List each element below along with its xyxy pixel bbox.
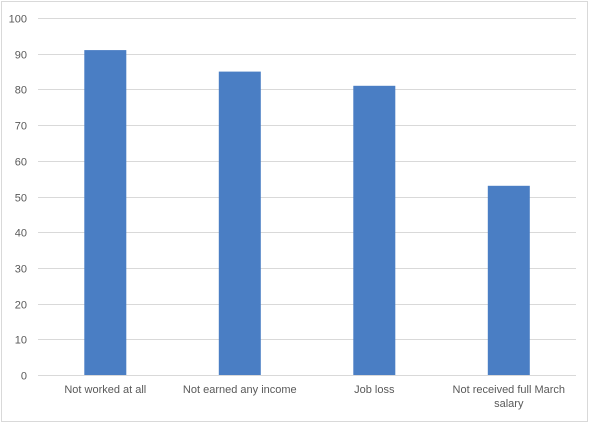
x-category-label-line: Not earned any income: [183, 384, 297, 396]
bar-4: [487, 185, 530, 375]
gridlines: [38, 18, 576, 376]
x-category-label: Not received full March salary: [453, 384, 566, 410]
x-category-label-line: Job loss: [354, 384, 395, 396]
bar-1: [84, 50, 127, 375]
y-tick-label: 50: [15, 193, 27, 205]
y-tick-label: 30: [15, 264, 27, 276]
y-tick-label: 10: [15, 335, 27, 347]
y-axis-tick-labels: 0 10 20 30 40 50 60 70 80 90 100: [9, 14, 27, 383]
y-tick-label: 60: [15, 157, 27, 169]
bar-3: [353, 85, 396, 376]
x-axis-category-labels: Not worked at all Not earned any income Jo…: [64, 384, 565, 410]
y-tick-label: 80: [15, 85, 27, 97]
y-tick-label: 20: [15, 300, 27, 312]
x-category-label-line: Not worked at all: [64, 384, 146, 396]
x-category-label: Job loss: [354, 384, 395, 396]
y-tick-label: 0: [21, 371, 27, 383]
y-tick-label: 100: [9, 14, 27, 26]
x-category-label-line: Not received full March: [453, 384, 566, 396]
y-tick-label: 70: [15, 121, 27, 133]
x-category-label: Not earned any income: [183, 384, 297, 396]
bar-2: [218, 71, 261, 375]
y-tick-label: 40: [15, 228, 27, 240]
y-tick-label: 90: [15, 50, 27, 62]
bars: [84, 50, 530, 376]
x-category-label: Not worked at all: [64, 384, 146, 396]
x-category-label-line: salary: [494, 398, 524, 410]
